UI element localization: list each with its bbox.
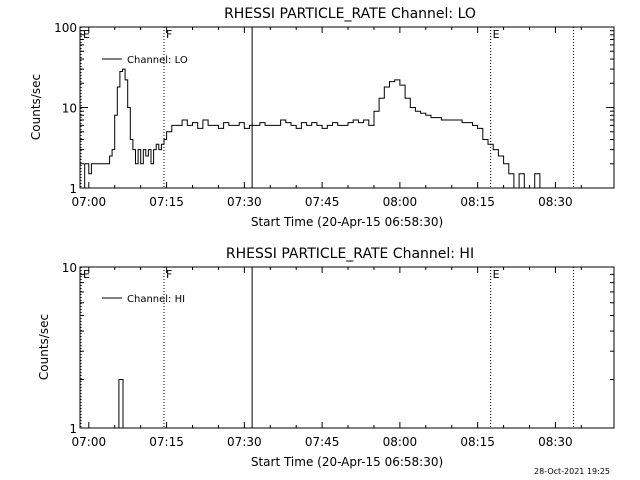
x-tick-label: 07:30 bbox=[227, 435, 262, 449]
y-tick-label: 10 bbox=[62, 102, 77, 116]
hi-x-axis-label: Start Time (20-Apr-15 06:58:30) bbox=[251, 455, 443, 469]
x-tick-label: 08:15 bbox=[460, 435, 495, 449]
hi-chart-title: RHESSI PARTICLE_RATE Channel: HI bbox=[226, 246, 474, 262]
lo-channel-panel: RHESSI PARTICLE_RATE Channel: LO Counts/… bbox=[29, 6, 615, 229]
x-tick-label: 08:30 bbox=[538, 435, 573, 449]
x-tick-label: 07:30 bbox=[227, 195, 262, 209]
event-marker-label: E bbox=[493, 28, 500, 41]
x-tick-label: 07:15 bbox=[149, 195, 184, 209]
y-tick-label: 100 bbox=[54, 21, 77, 35]
y-tick-label: 10 bbox=[62, 261, 77, 275]
lo-legend-label: Channel: LO bbox=[127, 55, 188, 66]
x-tick-label: 07:45 bbox=[305, 435, 340, 449]
event-marker-label: E bbox=[493, 268, 500, 281]
event-marker-label: F bbox=[166, 268, 172, 281]
x-tick-label: 08:00 bbox=[383, 435, 418, 449]
x-tick-label: 08:15 bbox=[460, 195, 495, 209]
generation-timestamp: 28-Oct-2021 19:25 bbox=[534, 467, 610, 476]
y-tick-label: 1 bbox=[69, 182, 77, 196]
x-tick-label: 08:00 bbox=[383, 195, 418, 209]
hi-channel-panel: RHESSI PARTICLE_RATE Channel: HI Counts/… bbox=[37, 246, 615, 469]
series-line bbox=[117, 379, 124, 429]
y-tick-label: 1 bbox=[69, 422, 77, 436]
x-tick-label: 07:45 bbox=[305, 195, 340, 209]
series-line bbox=[81, 68, 577, 189]
x-tick-label: 07:15 bbox=[149, 435, 184, 449]
hi-y-axis-label: Counts/sec bbox=[37, 314, 51, 380]
lo-chart-title: RHESSI PARTICLE_RATE Channel: LO bbox=[224, 6, 476, 22]
hi-plot-frame bbox=[79, 266, 615, 429]
event-marker-label: E bbox=[83, 268, 90, 281]
lo-plot-frame bbox=[79, 26, 615, 189]
lo-y-axis-label: Counts/sec bbox=[29, 74, 43, 140]
hi-legend-label: Channel: HI bbox=[127, 294, 185, 305]
lo-x-axis-label: Start Time (20-Apr-15 06:58:30) bbox=[251, 215, 443, 229]
x-tick-label: 07:00 bbox=[72, 195, 107, 209]
x-tick-label: 07:00 bbox=[72, 435, 107, 449]
x-tick-label: 08:30 bbox=[538, 195, 573, 209]
event-marker-label: E bbox=[83, 28, 90, 41]
event-marker-label: F bbox=[166, 28, 172, 41]
